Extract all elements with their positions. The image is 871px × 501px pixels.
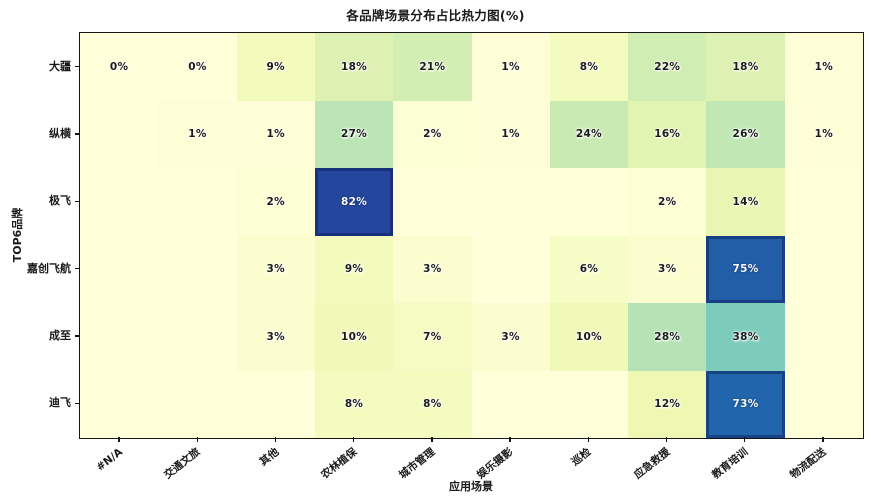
heatmap-cell-r0-c0: 0% xyxy=(80,33,159,101)
heatmap-cell-r2-c4 xyxy=(393,168,472,236)
heatmap-cell-r5-c8: 73% xyxy=(706,370,785,438)
heatmap-cell-r4-c5: 3% xyxy=(471,303,550,371)
x-tick-label: 城市管理 xyxy=(396,446,438,482)
heatmap-cell-r2-c5 xyxy=(471,168,550,236)
heatmap-cell-r3-c5 xyxy=(471,235,550,303)
y-axis-title: TOP6品牌 xyxy=(11,207,24,263)
x-tick-mark xyxy=(665,437,668,442)
heatmap-cell-r3-c8: 75% xyxy=(706,235,785,303)
heatmap-cell-r2-c3: 82% xyxy=(314,168,394,236)
x-tick-mark xyxy=(352,437,355,442)
heatmap-cell-r1-c3: 27% xyxy=(314,100,394,168)
heatmap-cell-r0-c6: 8% xyxy=(549,33,629,101)
heatmap-cell-r2-c8: 14% xyxy=(706,168,785,236)
heatmap-plot-area: 0% 0% 9% 18% 21% 1% 8% 22% 18% 1% 1% 1% 27% 2% 1% 24% 16… xyxy=(79,32,864,439)
heatmap-cell-r0-c2: 9% xyxy=(236,33,315,101)
heatmap-cell-r4-c8: 38% xyxy=(706,303,785,371)
heatmap-cell-r4-c9 xyxy=(784,303,863,371)
x-tick-label: 巡检 xyxy=(569,446,594,469)
x-tick-mark xyxy=(274,437,277,442)
heatmap-cell-r3-c7: 3% xyxy=(628,235,707,303)
y-tick-mark xyxy=(75,65,80,68)
y-tick-label: 成至 xyxy=(49,329,71,342)
x-tick-mark xyxy=(431,437,433,442)
heatmap-cell-r3-c4: 3% xyxy=(393,235,472,303)
heatmap-cell-r0-c8: 18% xyxy=(706,33,785,101)
heatmap-cell-r1-c2: 1% xyxy=(236,100,315,168)
x-tick-label: 娱乐摄影 xyxy=(475,446,516,482)
heatmap-cell-r4-c1 xyxy=(158,303,237,371)
heatmap-cell-r0-c7: 22% xyxy=(628,33,707,101)
heatmap-cell-r5-c9 xyxy=(784,370,863,438)
heatmap-cell-r4-c6: 10% xyxy=(549,303,629,371)
y-tick-label: 极飞 xyxy=(49,194,71,208)
x-tick-label: #N/A xyxy=(93,446,125,474)
heatmap-cell-r1-c8: 26% xyxy=(706,100,785,168)
x-tick-mark xyxy=(743,437,746,442)
heatmap-cell-r5-c6 xyxy=(549,370,629,438)
y-tick-mark xyxy=(75,335,80,337)
heatmap-cell-r5-c0 xyxy=(80,370,159,438)
x-tick-mark xyxy=(587,437,590,442)
heatmap-cell-r3-c2: 3% xyxy=(236,235,315,303)
heatmap-cell-r2-c9 xyxy=(784,168,863,236)
heatmap-cell-r5-c2 xyxy=(236,370,315,438)
y-tick-mark xyxy=(75,133,80,135)
heatmap-cell-r2-c0 xyxy=(80,168,159,236)
heatmap-cell-r2-c2: 2% xyxy=(236,168,315,236)
heatmap-cell-r1-c4: 2% xyxy=(393,100,472,168)
heatmap-cell-r3-c3: 9% xyxy=(314,235,394,303)
heatmap-cell-r4-c4: 7% xyxy=(393,303,472,371)
heatmap-cell-r3-c9 xyxy=(784,235,863,303)
x-tick-mark xyxy=(822,437,824,442)
heatmap-cell-r4-c0 xyxy=(80,303,159,371)
heatmap-cell-r3-c1 xyxy=(158,235,237,303)
heatmap-cell-r1-c0 xyxy=(80,100,159,168)
heatmap-cell-r0-c3: 18% xyxy=(314,33,394,101)
heatmap-cell-r0-c9: 1% xyxy=(784,33,863,101)
x-tick-label: 教育培训 xyxy=(709,446,751,482)
heatmap-cell-r0-c5: 1% xyxy=(471,33,550,101)
x-axis-title: 应用场景 xyxy=(449,480,493,493)
heatmap-cell-r1-c1: 1% xyxy=(158,100,237,168)
heatmap-cell-r1-c7: 16% xyxy=(628,100,707,168)
heatmap-cell-r4-c7: 28% xyxy=(628,303,707,371)
x-tick-mark xyxy=(196,437,199,442)
y-tick-label: 纵横 xyxy=(49,127,71,140)
y-tick-label: 大疆 xyxy=(49,59,71,73)
heatmap-cell-r3-c0 xyxy=(80,235,159,303)
heatmap-cell-r0-c1: 0% xyxy=(158,33,237,101)
y-tick-label: 嘉创飞航 xyxy=(27,261,71,275)
x-tick-mark xyxy=(509,437,511,442)
heatmap-cell-r2-c6 xyxy=(549,168,629,236)
x-tick-label: 交通文旅 xyxy=(162,446,203,482)
x-tick-label: 农林植保 xyxy=(318,446,360,482)
heatmap-cell-r1-c9: 1% xyxy=(784,100,863,168)
y-tick-mark xyxy=(75,200,80,203)
x-tick-label: 应急救援 xyxy=(631,446,672,482)
heatmap-cell-r2-c7: 2% xyxy=(628,168,707,236)
heatmap-cell-r5-c4: 8% xyxy=(393,370,472,438)
heatmap-cell-r5-c5 xyxy=(471,370,550,438)
heatmap-cell-r0-c4: 21% xyxy=(393,33,472,101)
heatmap-cell-r3-c6: 6% xyxy=(549,235,629,303)
heatmap-cell-r4-c3: 10% xyxy=(314,303,394,371)
heatmap-cell-r5-c3: 8% xyxy=(314,370,394,438)
heatmap-cell-r2-c1 xyxy=(158,168,237,236)
y-tick-mark xyxy=(75,267,80,270)
x-tick-label: 物流配送 xyxy=(787,446,829,482)
heatmap-cell-r1-c5: 1% xyxy=(471,100,550,168)
x-tick-mark xyxy=(118,437,120,442)
x-tick-label: 其他 xyxy=(256,446,281,469)
heatmap-cell-r1-c6: 24% xyxy=(549,100,629,168)
heatmap-cell-r4-c2: 3% xyxy=(236,303,315,371)
chart-title: 各品牌场景分布占比热力图(%) xyxy=(346,8,525,23)
heatmap-cell-r5-c1 xyxy=(158,370,237,438)
y-tick-label: 迪飞 xyxy=(49,396,71,410)
heatmap-cell-r5-c7: 12% xyxy=(628,370,707,438)
y-tick-mark xyxy=(75,402,80,405)
